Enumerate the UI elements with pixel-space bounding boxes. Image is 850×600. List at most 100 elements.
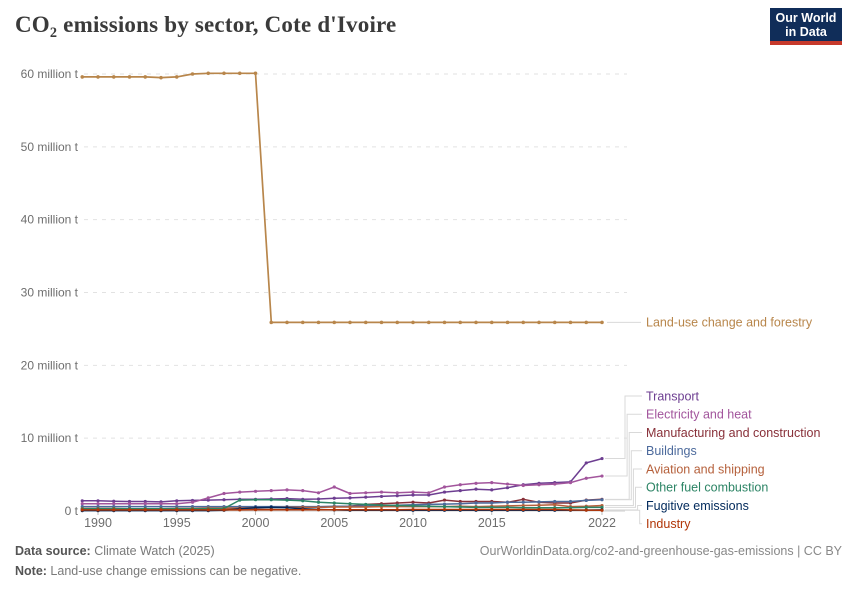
- series-point-industry: [584, 508, 588, 512]
- series-point-transport: [175, 499, 179, 503]
- legend-label-fugitive-emissions: Fugitive emissions: [646, 499, 749, 513]
- series-point-other-fuel-combustion: [238, 498, 242, 502]
- series-point-industry: [285, 508, 289, 512]
- series-point-land-use-change-and-forestry: [442, 320, 447, 325]
- series-point-industry: [222, 508, 226, 512]
- chart-footer: Data source: Climate Watch (2025) OurWor…: [15, 544, 842, 578]
- series-point-industry: [127, 508, 132, 512]
- series-point-electricity-and-heat: [427, 491, 431, 495]
- series-line-electricity-and-heat: [82, 475, 603, 505]
- series-point-electricity-and-heat: [474, 481, 478, 485]
- series-point-electricity-and-heat: [332, 485, 336, 489]
- series-point-land-use-change-and-forestry: [206, 71, 211, 76]
- series-point-land-use-change-and-forestry: [143, 75, 148, 79]
- x-tick-label: 2000: [242, 516, 270, 530]
- series-point-electricity-and-heat: [143, 502, 147, 506]
- owid-logo-line2: in Data: [785, 24, 827, 39]
- series-point-other-fuel-combustion: [364, 502, 368, 507]
- series-point-land-use-change-and-forestry: [222, 71, 226, 76]
- series-point-land-use-change-and-forestry: [285, 320, 289, 325]
- series-point-land-use-change-and-forestry: [395, 320, 400, 325]
- x-tick-label: 2022: [588, 516, 616, 530]
- series-point-electricity-and-heat: [238, 490, 242, 494]
- x-tick-label: 2015: [478, 516, 506, 530]
- series-point-manufacturing-and-construction: [411, 500, 415, 504]
- series-point-land-use-change-and-forestry: [474, 320, 478, 325]
- legend-label-aviation-and-shipping: Aviation and shipping: [646, 462, 765, 476]
- series-point-electricity-and-heat: [568, 480, 573, 485]
- series-point-other-fuel-combustion: [442, 505, 447, 509]
- series-point-other-fuel-combustion: [301, 499, 305, 503]
- legend-connector: [605, 468, 642, 507]
- series-point-transport: [80, 499, 84, 503]
- series-point-land-use-change-and-forestry: [552, 320, 557, 325]
- series-line-industry: [82, 508, 603, 512]
- series-point-land-use-change-and-forestry: [237, 71, 242, 76]
- owid-logo[interactable]: Our World in Data: [770, 8, 842, 45]
- series-point-land-use-change-and-forestry: [363, 320, 368, 325]
- series-point-manufacturing-and-construction: [442, 498, 447, 502]
- legend-connector: [605, 395, 642, 460]
- title-subscript: 2: [49, 25, 58, 41]
- series-line-transport: [82, 457, 603, 503]
- footer-url[interactable]: OurWorldinData.org/co2-and-greenhouse-ga…: [479, 544, 842, 558]
- series-point-buildings: [537, 500, 541, 504]
- series-point-electricity-and-heat: [269, 489, 273, 493]
- series-point-industry: [190, 508, 195, 512]
- series-point-industry: [411, 507, 415, 512]
- series-point-transport: [411, 493, 415, 497]
- series-point-electricity-and-heat: [206, 496, 210, 500]
- y-tick-label: 30 million t: [21, 286, 79, 300]
- series-point-buildings: [553, 499, 557, 504]
- legend-label-manufacturing-and-construction: Manufacturing and construction: [646, 426, 820, 440]
- series-point-land-use-change-and-forestry: [505, 320, 510, 325]
- series-point-buildings: [490, 501, 494, 505]
- series-point-transport: [584, 461, 588, 465]
- series-point-transport: [395, 494, 399, 498]
- series-point-transport: [364, 495, 368, 499]
- series-point-buildings: [458, 502, 462, 506]
- series-point-industry: [505, 507, 510, 512]
- series-point-electricity-and-heat: [112, 502, 116, 506]
- series-point-industry: [364, 508, 368, 512]
- footer-datasource-value: Climate Watch (2025): [90, 544, 215, 558]
- series-point-electricity-and-heat: [537, 483, 541, 487]
- series-point-other-fuel-combustion: [458, 505, 462, 509]
- series-point-transport: [222, 498, 226, 502]
- series-point-industry: [238, 508, 242, 512]
- series-point-land-use-change-and-forestry: [190, 72, 195, 76]
- series-point-electricity-and-heat: [127, 502, 132, 506]
- series-point-electricity-and-heat: [364, 491, 368, 495]
- footer-note-value: Land-use change emissions can be negativ…: [46, 564, 302, 578]
- series-point-land-use-change-and-forestry: [174, 75, 179, 79]
- legend-connector: [605, 413, 642, 477]
- series-point-industry: [159, 508, 163, 512]
- series-point-industry: [80, 508, 84, 512]
- series-point-land-use-change-and-forestry: [568, 320, 573, 325]
- series-point-electricity-and-heat: [285, 488, 289, 492]
- series-point-aviation-and-shipping: [364, 505, 368, 509]
- series-point-electricity-and-heat: [490, 480, 494, 485]
- legend-label-electricity-and-heat: Electricity and heat: [646, 408, 752, 422]
- series-point-electricity-and-heat: [96, 502, 100, 506]
- series-point-other-fuel-combustion: [584, 505, 588, 509]
- series-point-industry: [316, 508, 321, 512]
- series-point-electricity-and-heat: [411, 490, 415, 494]
- legend-label-industry: Industry: [646, 517, 691, 531]
- series-point-other-fuel-combustion: [379, 503, 384, 507]
- series-point-aviation-and-shipping: [537, 503, 541, 507]
- y-tick-label: 40 million t: [21, 213, 79, 227]
- series-point-industry: [442, 507, 447, 512]
- series-point-buildings: [600, 498, 604, 502]
- series-point-industry: [490, 507, 494, 512]
- series-point-other-fuel-combustion: [316, 500, 321, 504]
- series-point-other-fuel-combustion: [253, 498, 258, 502]
- series-point-buildings: [505, 500, 510, 504]
- y-tick-label: 0 t: [65, 504, 79, 518]
- series-point-land-use-change-and-forestry: [489, 320, 494, 325]
- series-point-industry: [96, 508, 100, 512]
- legend-connector: [605, 432, 642, 500]
- series-point-industry: [269, 508, 273, 512]
- chart-svg: 0 t 10 million t 20 million t 30 million t 4…: [21, 67, 821, 531]
- series-point-electricity-and-heat: [600, 474, 604, 478]
